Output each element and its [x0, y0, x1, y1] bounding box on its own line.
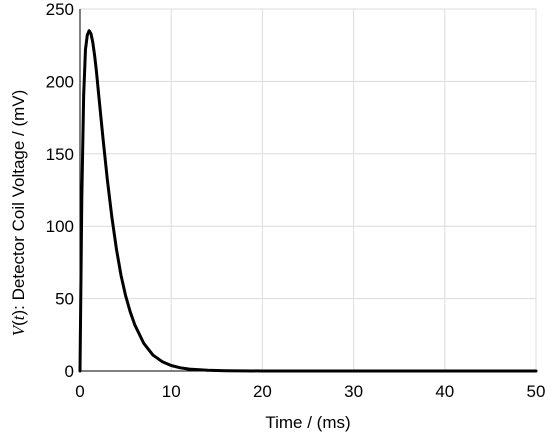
y-tick-label: 50	[55, 290, 74, 309]
y-tick-label: 250	[46, 0, 74, 19]
x-tick-label: 0	[75, 382, 84, 401]
y-axis-title-paren-open: (	[9, 320, 28, 326]
x-tick-label: 10	[162, 382, 181, 401]
y-axis-title-rest: : Detector Coil Voltage / (mV)	[9, 90, 28, 310]
series-line	[78, 29, 538, 373]
x-tick-label: 40	[435, 382, 454, 401]
y-tick-labels: 0 50 100 150 200 250	[46, 0, 74, 381]
y-axis-title: V(t): Detector Coil Voltage / (mV)	[9, 90, 28, 337]
y-tick-label: 150	[46, 145, 74, 164]
x-tick-label: 20	[253, 382, 272, 401]
series-layer	[78, 29, 538, 373]
y-axis-title-var: t	[9, 314, 28, 320]
x-tick-labels: 0 10 20 30 40 50	[75, 382, 545, 401]
y-axis-title-symbol: V	[9, 323, 28, 336]
x-tick-label: 30	[344, 382, 363, 401]
y-tick-label: 0	[65, 362, 74, 381]
grid	[80, 8, 537, 371]
x-tick-label: 50	[527, 382, 546, 401]
axes	[79, 9, 536, 372]
y-tick-label: 200	[46, 72, 74, 91]
x-axis-title: Time / (ms)	[265, 413, 350, 432]
y-tick-label: 100	[46, 217, 74, 236]
y-axis-title-paren-close: )	[9, 310, 28, 316]
